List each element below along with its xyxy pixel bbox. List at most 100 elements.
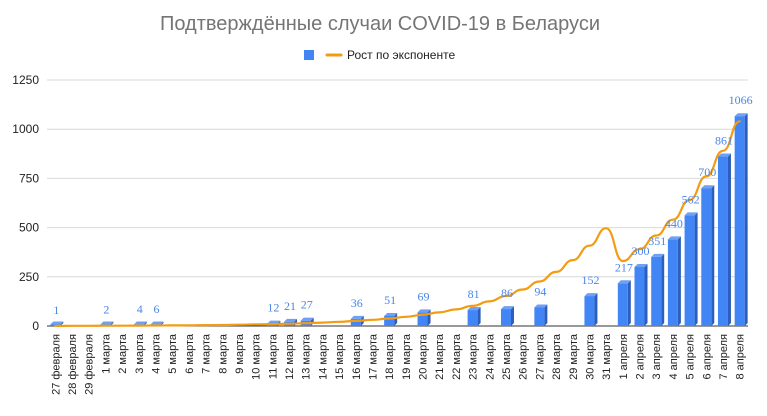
x-tick-label: 2 марта [117, 333, 129, 374]
bar-top [717, 153, 731, 157]
x-tick-label: 5 апреля [685, 334, 697, 380]
x-tick-label: 9 марта [234, 333, 246, 374]
bar [684, 212, 698, 326]
x-axis-ticks: 27 февраля 28 февраля 29 февраля 1 марта 2 м… [50, 333, 746, 395]
bar-front [667, 239, 678, 326]
bar [617, 280, 631, 326]
bar-top [651, 253, 665, 257]
bar-side [477, 307, 481, 326]
bar-front [684, 215, 695, 326]
bar [734, 113, 748, 326]
data-label: 1 [53, 303, 59, 317]
bar-front [350, 318, 361, 326]
bar-side [727, 153, 731, 326]
bar-top [300, 317, 314, 321]
x-tick-label: 18 марта [384, 333, 396, 380]
bar-side [744, 113, 748, 326]
y-tick-label: 1000 [12, 122, 39, 136]
x-tick-label: 27 марта [534, 333, 546, 380]
gridlines [47, 79, 748, 327]
legend-trend-label: Рост по экспоненте [347, 48, 455, 62]
x-tick-label: 6 апреля [701, 334, 713, 380]
legend: Рост по экспоненте [304, 48, 455, 62]
data-label: 4 [137, 302, 143, 316]
bar-top [417, 309, 431, 313]
bar-front [384, 315, 395, 326]
x-tick-label: 29 марта [568, 333, 580, 380]
bars [50, 113, 748, 326]
bar-side [711, 185, 715, 326]
data-label: 36 [351, 296, 363, 310]
bar [284, 318, 298, 326]
y-tick-label: 1250 [12, 73, 39, 87]
bar-top [350, 315, 364, 319]
bar [701, 185, 715, 326]
data-label: 217 [615, 260, 633, 274]
x-tick-label: 21 марта [434, 333, 446, 380]
bar [534, 304, 548, 326]
x-tick-label: 17 марта [367, 333, 379, 380]
bar [584, 293, 598, 326]
x-tick-label: 5 марта [167, 333, 179, 374]
bar-front [701, 188, 712, 326]
x-tick-label: 8 марта [217, 333, 229, 374]
data-label: 152 [581, 273, 599, 287]
bar [300, 317, 314, 326]
x-tick-label: 28 марта [551, 333, 563, 380]
bar-top [684, 212, 698, 216]
x-tick-label: 30 марта [584, 333, 596, 380]
data-label: 12 [267, 301, 279, 315]
x-tick-label: 7 апреля [718, 334, 730, 380]
x-tick-label: 23 марта [468, 333, 480, 380]
x-tick-label: 11 марта [267, 333, 279, 379]
bar-front [734, 116, 745, 326]
x-tick-label: 1 марта [100, 333, 112, 374]
x-tick-label: 4 апреля [668, 334, 680, 380]
x-tick-label: 29 февраля [84, 334, 96, 395]
x-tick-label: 3 марта [134, 333, 146, 374]
y-axis-ticks: 0 250 500 750 1000 1250 [12, 73, 39, 333]
chart-title: Подтверждённые случаи COVID-19 в Беларус… [160, 13, 600, 35]
x-tick-label: 12 марта [284, 333, 296, 380]
x-tick-label: 31 марта [601, 333, 613, 380]
bar-side [627, 280, 631, 326]
bar-front [584, 296, 595, 326]
bar-top [634, 263, 648, 267]
x-tick-label: 14 марта [317, 333, 329, 380]
bar-side [544, 304, 548, 326]
x-tick-label: 28 февраля [67, 334, 79, 395]
x-tick-label: 20 марта [418, 333, 430, 380]
bar-top [617, 280, 631, 284]
bar-top [667, 236, 681, 240]
x-tick-label: 10 марта [251, 333, 263, 380]
bar-top [267, 320, 281, 324]
data-label: 6 [153, 302, 159, 316]
bar-side [394, 312, 398, 326]
x-tick-label: 25 марта [501, 333, 513, 380]
bar-side [510, 306, 514, 326]
y-tick-label: 750 [19, 171, 39, 185]
x-tick-label: 16 марта [351, 333, 363, 380]
bar [500, 306, 514, 326]
bar-side [661, 253, 665, 326]
x-tick-label: 13 марта [301, 333, 313, 380]
x-tick-label: 15 марта [334, 333, 346, 380]
x-tick-label: 2 апреля [635, 334, 647, 380]
data-label: 440 [665, 216, 683, 230]
bar-top [100, 321, 114, 325]
bar-top [584, 293, 598, 297]
bar-top [384, 312, 398, 316]
x-tick-label: 7 марта [201, 333, 213, 374]
bar [651, 253, 665, 326]
data-label: 300 [632, 244, 650, 258]
x-tick-label: 4 марта [150, 333, 162, 374]
bar [384, 312, 398, 326]
legend-bar-swatch [304, 50, 314, 60]
x-tick-label: 3 апреля [651, 334, 663, 380]
bar-side [644, 263, 648, 326]
bar-front [500, 309, 511, 326]
data-label: 562 [682, 192, 700, 206]
bar-side [694, 212, 698, 326]
